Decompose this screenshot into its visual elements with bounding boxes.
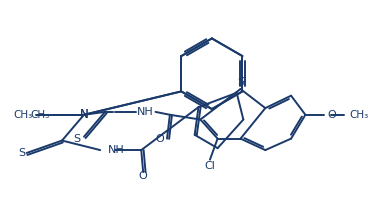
Text: CH₃: CH₃ xyxy=(31,110,50,120)
Text: O: O xyxy=(155,134,164,144)
Text: N: N xyxy=(79,108,88,121)
Text: CH₃: CH₃ xyxy=(13,110,32,120)
Text: S: S xyxy=(74,134,81,144)
Text: N: N xyxy=(79,108,88,121)
Text: CH₃: CH₃ xyxy=(349,110,368,120)
Text: NH: NH xyxy=(137,107,153,117)
Text: O: O xyxy=(139,171,148,181)
Text: Cl: Cl xyxy=(205,161,215,171)
Text: NH: NH xyxy=(108,145,125,155)
Text: S: S xyxy=(18,148,25,158)
Text: S: S xyxy=(237,77,244,87)
Text: O: O xyxy=(328,110,336,120)
